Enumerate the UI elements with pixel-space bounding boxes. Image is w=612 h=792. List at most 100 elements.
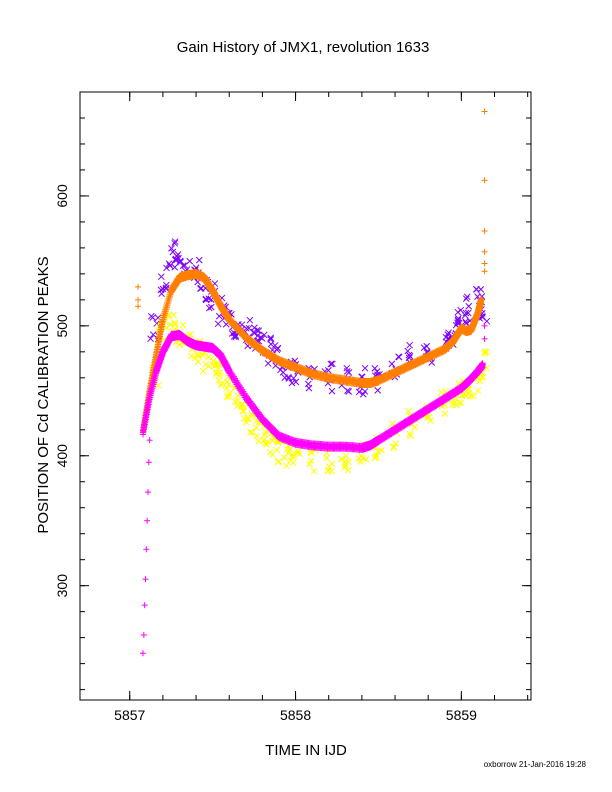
data-point: [168, 245, 175, 252]
data-point: [455, 315, 462, 322]
data-point: [261, 431, 269, 439]
data-point: [407, 432, 415, 440]
data-point: [279, 369, 287, 376]
y-tick-label: 600: [54, 184, 70, 208]
y-tick-label: 300: [54, 574, 70, 598]
data-point: [390, 443, 397, 450]
data-point: [205, 304, 213, 312]
data-point: [361, 364, 369, 372]
data-point: [140, 632, 147, 639]
data-point: [252, 424, 260, 431]
data-point: [457, 399, 465, 407]
data-point: [258, 335, 266, 342]
data-point: [141, 602, 148, 609]
data-point: [294, 447, 302, 455]
data-point: [286, 446, 294, 453]
data-point: [427, 417, 435, 425]
x-tick-label: 5859: [446, 707, 477, 723]
data-point: [454, 318, 462, 325]
data-point: [324, 467, 332, 475]
data-point: [481, 248, 488, 255]
data-point: [481, 228, 488, 235]
data-point: [260, 436, 268, 444]
data-point: [404, 347, 412, 355]
data-point: [143, 546, 150, 553]
data-point: [239, 407, 247, 415]
data-point: [145, 459, 152, 466]
data-point: [240, 407, 248, 415]
data-point: [242, 419, 250, 426]
data-point: [273, 346, 281, 354]
data-point: [142, 576, 149, 583]
data-point: [473, 286, 480, 293]
x-tick-label: 5858: [280, 707, 311, 723]
data-point: [420, 344, 428, 352]
data-point: [205, 295, 213, 303]
data-point: [225, 381, 232, 388]
data-point: [457, 306, 465, 314]
data-point: [255, 327, 263, 334]
data-point: [342, 452, 350, 460]
data-point: [474, 387, 482, 395]
data-point: [224, 392, 232, 399]
data-point: [405, 408, 412, 415]
data-point: [171, 319, 179, 326]
data-point: [205, 362, 212, 370]
data-point: [267, 340, 275, 348]
data-point: [207, 303, 215, 311]
data-point: [441, 410, 449, 418]
data-point: [273, 446, 281, 454]
data-point: [305, 384, 313, 392]
data-point: [327, 360, 335, 368]
data-point: [462, 295, 470, 302]
data-point: [238, 401, 245, 409]
data-point: [204, 353, 212, 361]
data-point: [186, 257, 194, 265]
data-point: [170, 311, 178, 319]
data-point: [191, 354, 199, 362]
data-point: [481, 260, 488, 267]
data-point: [153, 320, 161, 327]
data-point: [371, 365, 379, 372]
data-point: [199, 367, 207, 375]
data-point: [166, 262, 174, 270]
data-point: [281, 454, 289, 462]
data-point: [177, 258, 184, 266]
data-point: [155, 381, 162, 389]
data-point: [163, 264, 170, 272]
data-point: [411, 424, 419, 431]
data-point: [179, 321, 187, 329]
data-point: [359, 454, 367, 462]
data-point: [216, 369, 224, 377]
data-point: [328, 387, 336, 395]
data-point: [263, 441, 270, 448]
data-point: [240, 415, 248, 422]
data-point: [290, 374, 297, 382]
data-point: [157, 273, 165, 281]
data-point: [266, 449, 274, 456]
data-point: [246, 428, 254, 436]
data-point: [187, 331, 194, 338]
y-axis-label: POSITION OF Cd CALIBRATION PEAKS: [35, 256, 52, 533]
data-point: [390, 444, 398, 451]
data-point: [171, 239, 179, 247]
data-point: [223, 384, 231, 392]
data-point: [373, 368, 381, 375]
data-point: [288, 379, 296, 387]
data-point: [481, 177, 488, 184]
data-point: [306, 460, 313, 468]
data-point: [289, 459, 297, 467]
data-point: [135, 283, 142, 290]
data-point: [479, 373, 487, 381]
data-point: [378, 446, 385, 454]
data-point: [157, 286, 165, 294]
data-point: [165, 260, 173, 267]
data-point: [481, 348, 489, 356]
data-layer: [135, 108, 491, 657]
x-tick-label: 5857: [114, 707, 145, 723]
data-point: [217, 381, 225, 389]
data-point: [275, 457, 283, 465]
data-point: [342, 458, 349, 466]
data-point: [483, 348, 490, 356]
